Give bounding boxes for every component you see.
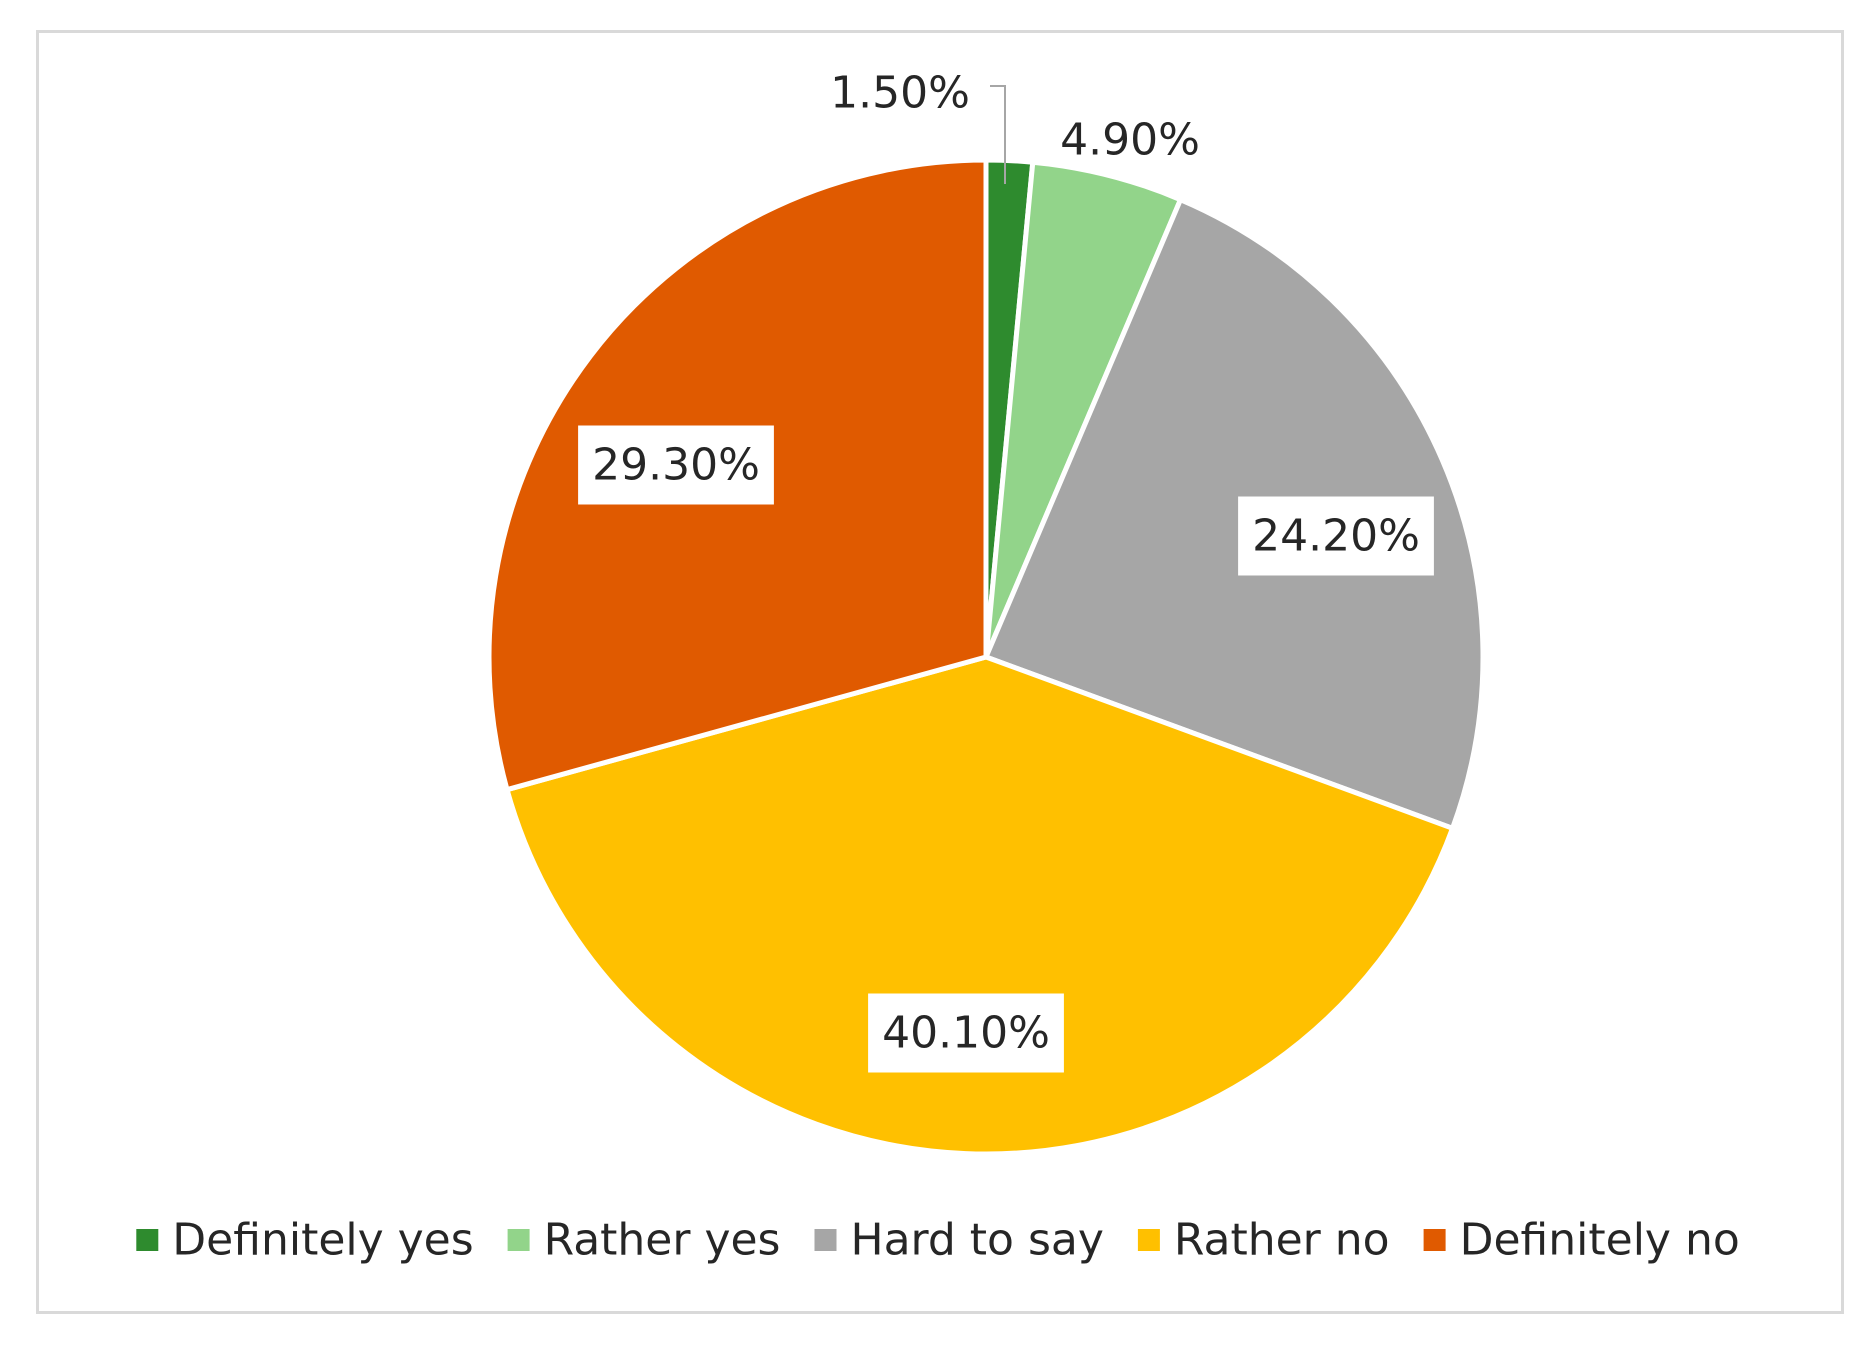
data-label-text: 24.20% <box>1252 511 1420 562</box>
pie-slice-hard-to-say <box>983 197 1486 831</box>
data-label-text: 29.30% <box>592 440 760 491</box>
pie-slice-rather-no <box>504 654 1456 1157</box>
data-label-text: 40.10% <box>882 1008 1050 1059</box>
data-label-box <box>868 993 1064 1073</box>
legend-label: Definitely no <box>1460 1215 1740 1266</box>
legend-item-definitely-no: Definitely no <box>1423 1215 1740 1266</box>
data-label-rather-no: 40.10% <box>868 993 1064 1073</box>
data-label-text: 4.90% <box>1060 115 1200 166</box>
legend-item-rather-yes: Rather yes <box>507 1215 781 1266</box>
legend-label: Definitely yes <box>172 1215 473 1266</box>
legend-item-definitely-yes: Definitely yes <box>136 1215 474 1266</box>
legend-item-hard-to-say: Hard to say <box>814 1215 1104 1266</box>
data-label-definitely-yes: 1.50% <box>830 68 970 119</box>
pie-slices <box>486 157 1486 1157</box>
legend-item-rather-no: Rather no <box>1137 1215 1390 1266</box>
leader-line-definitely-yes <box>990 85 1006 184</box>
legend-swatch <box>136 1229 159 1251</box>
legend-swatch <box>1423 1229 1446 1251</box>
data-label-box <box>578 425 774 505</box>
data-label-box <box>1238 496 1434 576</box>
legend-label: Rather no <box>1174 1215 1390 1266</box>
data-label-rather-yes: 4.90% <box>1060 115 1200 166</box>
data-label-hard-to-say: 24.20% <box>1238 496 1434 576</box>
data-labels: 1.50% 4.90% 24.20% 40.10% 29.30% <box>578 68 1434 1073</box>
pie-slice-rather-yes <box>983 159 1184 660</box>
data-label-definitely-no: 29.30% <box>578 425 774 505</box>
legend-swatch <box>507 1229 530 1251</box>
legend-label: Hard to say <box>851 1215 1104 1266</box>
legend-label: Rather yes <box>544 1215 781 1266</box>
legend: Definitely yes Rather yes Hard to say Rathe… <box>136 1215 1740 1266</box>
legend-swatch <box>1137 1229 1160 1251</box>
legend-swatch <box>814 1229 837 1251</box>
leader-lines <box>990 85 1006 184</box>
data-label-text: 1.50% <box>830 68 970 119</box>
